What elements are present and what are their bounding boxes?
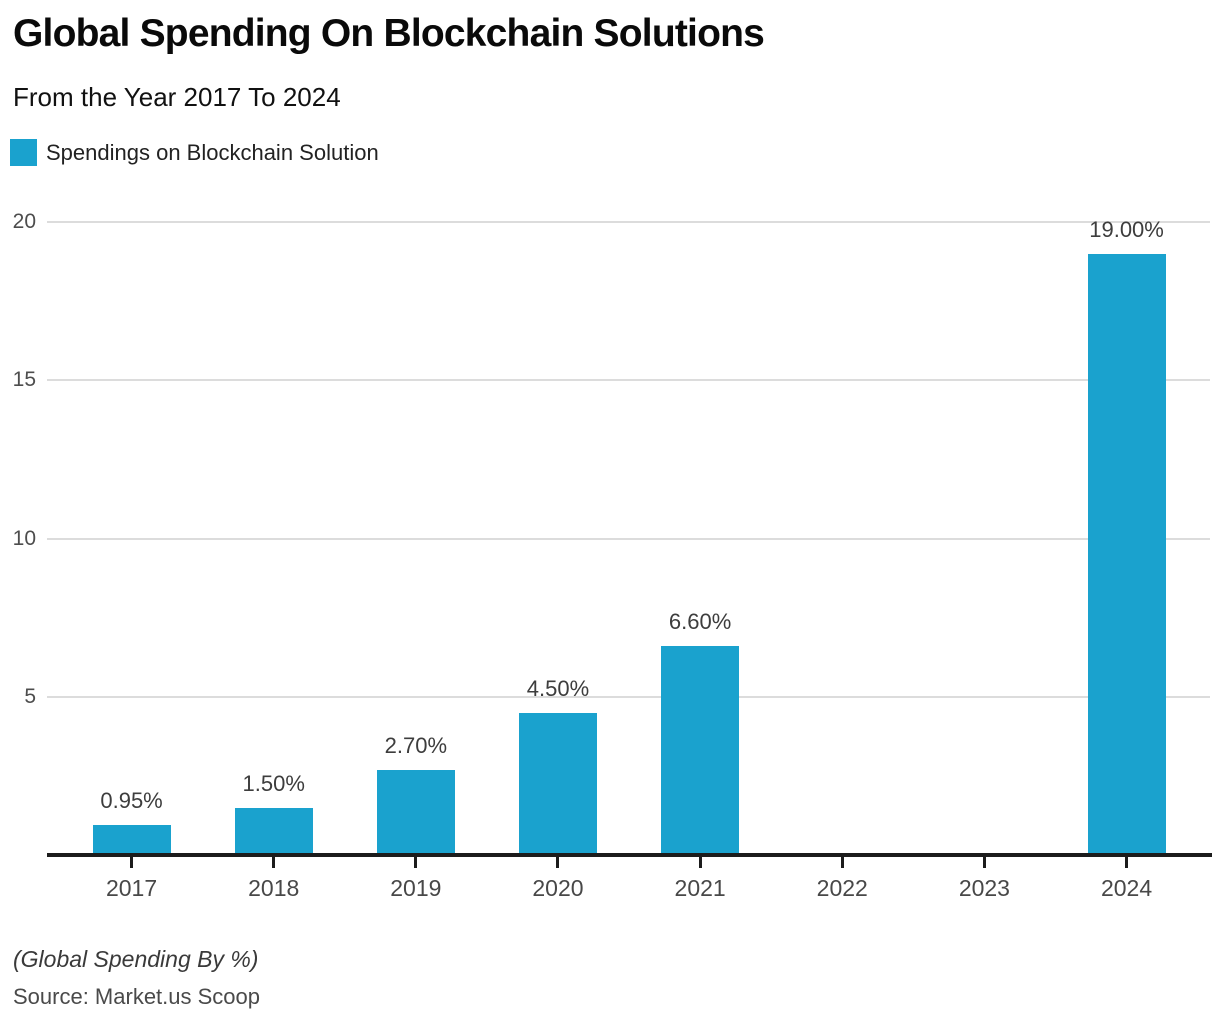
x-axis-label-2024: 2024: [1100, 875, 1153, 901]
y-axis-label-5: 5: [24, 684, 36, 708]
x-tick-2018: [272, 853, 276, 868]
legend-label: Spendings on Blockchain Solution: [46, 139, 379, 165]
x-axis-line: [47, 853, 1212, 857]
bar-2020[interactable]: [518, 712, 597, 853]
value-label-2020: 4.50%: [526, 675, 590, 701]
y-axis-label-15: 15: [12, 368, 36, 392]
chart-title: Global Spending On Blockchain Solutions: [13, 12, 765, 55]
x-tick-2021: [698, 853, 702, 868]
source-note: Source: Market.us Scoop: [13, 984, 261, 1009]
bar-2024[interactable]: [1087, 253, 1166, 853]
x-tick-2020: [556, 853, 560, 868]
value-label-2024: 19.00%: [1089, 216, 1164, 242]
legend-item[interactable]: Spendings on Blockchain Solution: [10, 139, 379, 166]
x-axis-label-2020: 2020: [532, 875, 584, 901]
value-label-2018: 1.50%: [242, 770, 305, 796]
x-tick-2023: [982, 853, 986, 868]
x-tick-2019: [414, 853, 418, 868]
bar-2021[interactable]: [661, 646, 740, 853]
x-axis-label-2019: 2019: [390, 875, 442, 901]
x-tick-2024: [1125, 853, 1129, 868]
bar-2019[interactable]: [376, 769, 455, 853]
x-axis-label-2017: 2017: [105, 875, 158, 901]
y-axis-label-10: 10: [12, 526, 36, 550]
bar-2018[interactable]: [234, 807, 313, 853]
gridline-5: [47, 695, 1210, 698]
x-tick-2022: [840, 853, 844, 868]
chart-subtitle: From the Year 2017 To 2024: [13, 82, 341, 112]
value-label-2017: 0.95%: [100, 787, 163, 813]
bar-2017[interactable]: [92, 824, 171, 853]
x-axis-label-2023: 2023: [958, 875, 1010, 901]
gridline-15: [47, 379, 1210, 382]
x-axis-label-2021: 2021: [674, 875, 726, 901]
value-label-2021: 6.60%: [668, 609, 732, 635]
y-axis-label-20: 20: [12, 210, 36, 233]
value-label-2019: 2.70%: [384, 732, 448, 758]
x-tick-2017: [130, 853, 134, 868]
gridline-10: [47, 537, 1210, 540]
unit-note: (Global Spending By %): [13, 946, 259, 972]
x-axis-label-2022: 2022: [816, 875, 868, 901]
x-axis-label-2018: 2018: [248, 875, 300, 901]
legend-swatch-icon: [10, 139, 37, 166]
gridline-20: [47, 221, 1210, 223]
